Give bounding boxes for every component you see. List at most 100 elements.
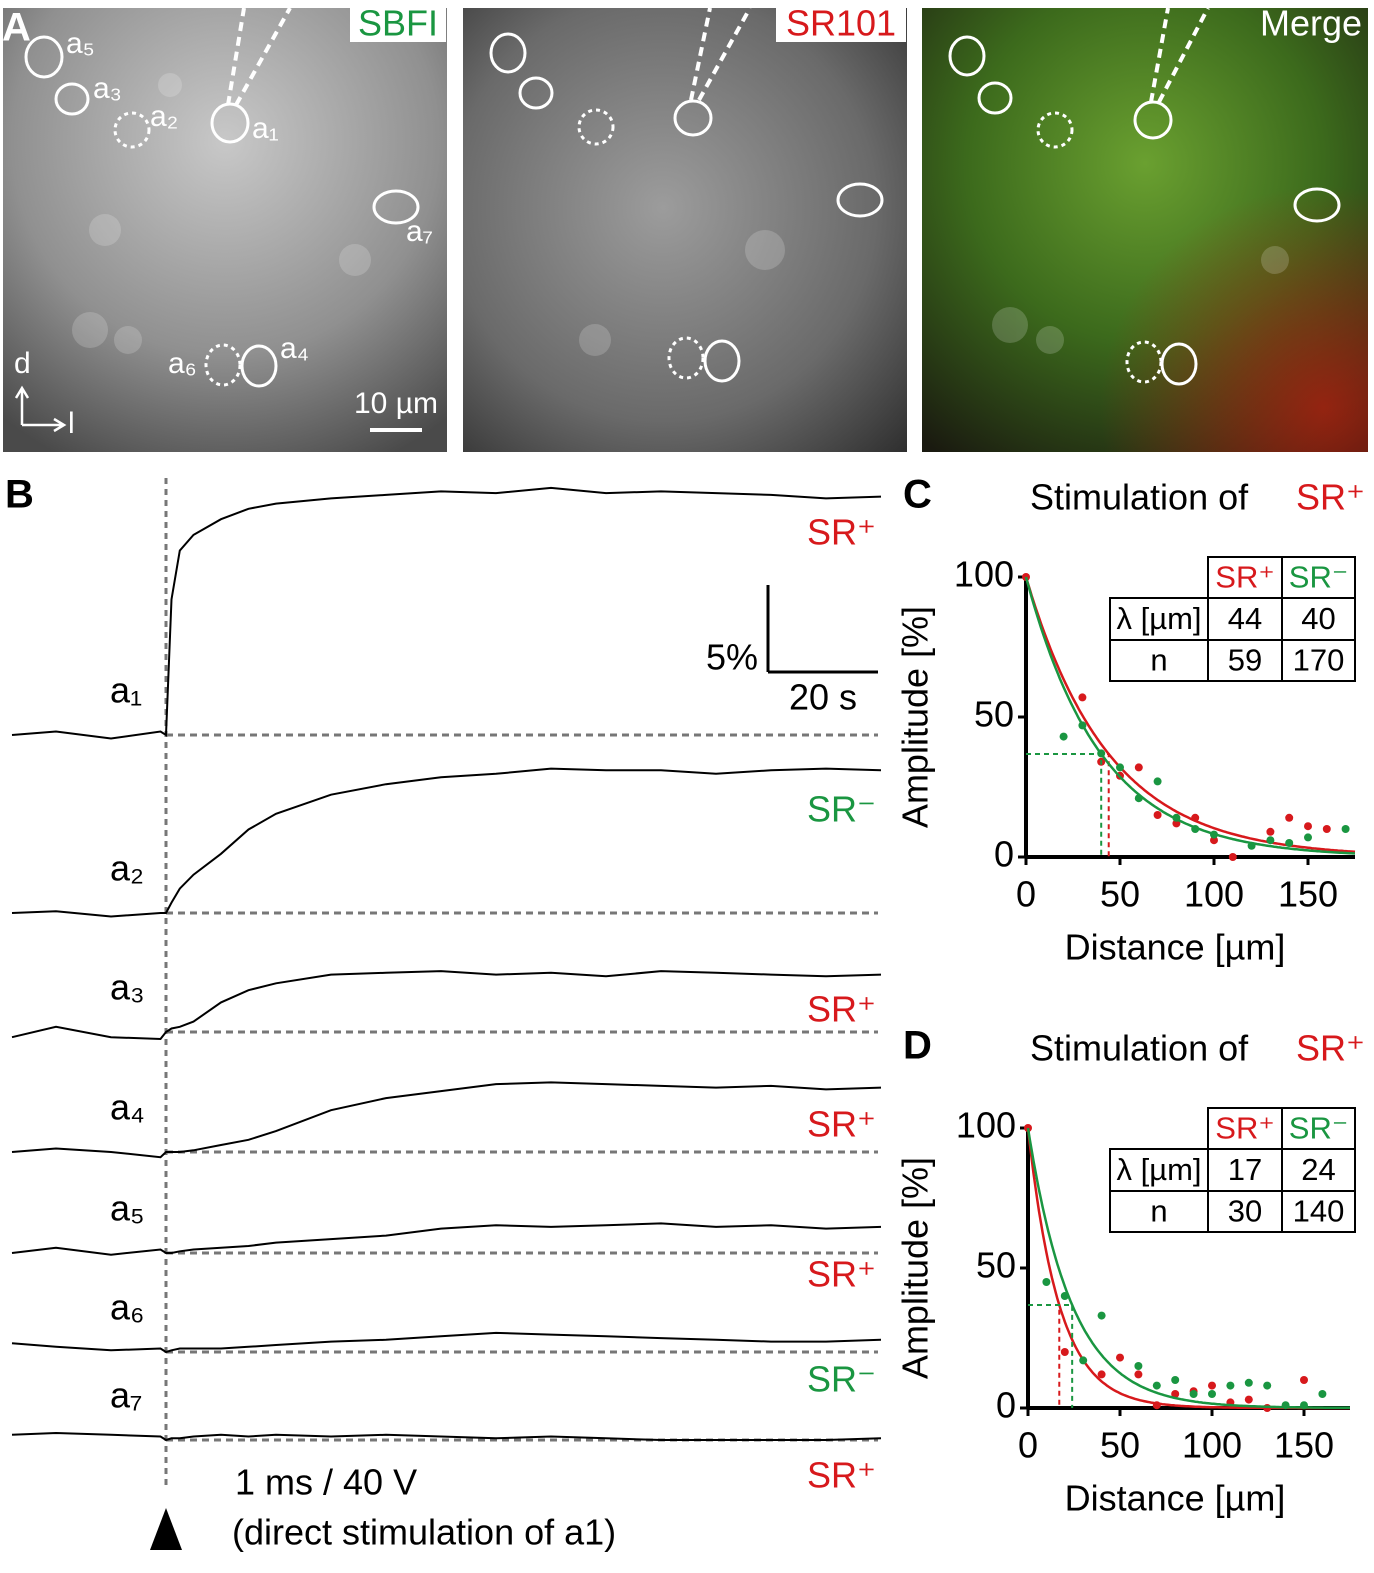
axis-label: l [68, 407, 75, 440]
lambda-guide [1026, 752, 1110, 857]
sr101-image [463, 8, 907, 452]
trace-label: a₁ [110, 670, 142, 711]
data-point [1189, 1390, 1198, 1398]
x-tick-label: 50 [1100, 1425, 1140, 1466]
chart-title: Stimulation of [1030, 477, 1249, 518]
y-tick-label: 0 [996, 1385, 1016, 1426]
data-point [1244, 1378, 1253, 1387]
scale-label-x: 20 s [789, 677, 857, 718]
panel-label: C [903, 473, 932, 517]
trace-type: SR⁺ [807, 1104, 876, 1145]
trace-type: SR⁻ [807, 1359, 876, 1400]
trace [11, 1431, 882, 1442]
data-point [1266, 836, 1275, 845]
x-tick-label: 100 [1182, 1425, 1242, 1466]
lambda-guide [1028, 1303, 1074, 1408]
data-point [1116, 763, 1124, 772]
x-tick-label: 50 [1100, 874, 1140, 915]
data-point [1304, 833, 1312, 842]
x-tick-label: 150 [1274, 1425, 1334, 1466]
table-text: 59 [1228, 643, 1262, 678]
cell-label: a₁ [252, 112, 279, 145]
data-point [1281, 1401, 1290, 1410]
data-point [1060, 1292, 1069, 1300]
y-axis-label: Amplitude [%] [895, 1157, 936, 1379]
trace-label: a₅ [110, 1188, 145, 1229]
image-title: SBFI [358, 3, 438, 44]
data-point [1116, 1353, 1124, 1362]
data-point [1210, 830, 1218, 839]
lambda-guide [1026, 752, 1103, 857]
data-point [1300, 1401, 1308, 1410]
trace-type: SR⁺ [807, 1455, 876, 1496]
data-point [1153, 811, 1162, 819]
data-point [1078, 693, 1087, 702]
trace [11, 486, 882, 740]
table-cell [1281, 639, 1356, 682]
table-text: SR⁺ [1215, 1111, 1274, 1146]
data-point [1097, 1370, 1106, 1379]
table-text: 30 [1228, 1194, 1262, 1229]
y-tick-label: 50 [974, 694, 1014, 735]
scale-label-y: 5% [706, 637, 758, 678]
data-point [1300, 1376, 1308, 1384]
data-point [1042, 1278, 1051, 1286]
cells [24, 32, 1341, 388]
merge-red [922, 8, 1368, 452]
data-point [1208, 1381, 1216, 1390]
image-title: Merge [1260, 3, 1362, 44]
fit-curve [1024, 576, 1356, 854]
panel-label: B [5, 473, 34, 517]
data-point [1097, 1311, 1106, 1320]
data-point [1318, 1390, 1327, 1398]
data-point [1079, 1356, 1088, 1365]
data-point [1228, 853, 1237, 861]
data-point [1060, 1348, 1069, 1356]
data-point [1134, 1370, 1143, 1379]
data-point [1059, 732, 1068, 741]
data-point [1134, 763, 1143, 772]
data-point [1285, 813, 1294, 822]
y-tick-label: 0 [994, 834, 1014, 875]
data-point [1172, 813, 1181, 822]
image-title: SR101 [786, 3, 896, 44]
stimulus-note: (direct stimulation of a1) [232, 1512, 616, 1553]
y-tick-label: 100 [954, 554, 1014, 595]
trace [11, 1331, 882, 1354]
table-text: 140 [1293, 1194, 1345, 1229]
trace [11, 767, 882, 918]
data-point [1097, 749, 1106, 758]
table-text: SR⁺ [1215, 560, 1274, 595]
trace-label: a₄ [110, 1087, 145, 1128]
data-point [1247, 841, 1256, 850]
x-tick-label: 100 [1184, 874, 1244, 915]
data-point [1152, 1401, 1161, 1410]
cell-label: a₂ [150, 100, 178, 133]
cell-label: a₅ [66, 27, 95, 60]
table-text: n [1150, 1194, 1167, 1229]
pipettes [226, 7, 1210, 106]
x-tick-label: 150 [1278, 874, 1338, 915]
cell-label: a₃ [93, 72, 122, 105]
table-text: 17 [1228, 1152, 1262, 1187]
table-cell [1281, 1190, 1356, 1233]
table-text: 170 [1293, 643, 1345, 678]
stimulus-marker [150, 1508, 182, 1550]
cell-label: a₇ [406, 215, 433, 248]
x-axis-label: Distance [µm] [1065, 1478, 1286, 1519]
table-text: 44 [1228, 601, 1262, 636]
table-text: λ [µm] [1116, 1152, 1201, 1187]
data-point [1226, 1381, 1235, 1390]
x-axis-label: Distance [µm] [1065, 927, 1286, 968]
data-point [1208, 1390, 1216, 1398]
trace-type: SR⁺ [807, 989, 876, 1030]
y-axis-label: Amplitude [%] [895, 606, 936, 828]
data-point [1171, 1376, 1180, 1384]
data-point [1191, 825, 1200, 833]
trace-type: SR⁺ [807, 512, 876, 553]
data-point [1134, 1362, 1143, 1370]
chart-title: Stimulation of [1030, 1028, 1249, 1069]
sbfi-image [3, 8, 447, 452]
axis-label: d [14, 347, 31, 380]
